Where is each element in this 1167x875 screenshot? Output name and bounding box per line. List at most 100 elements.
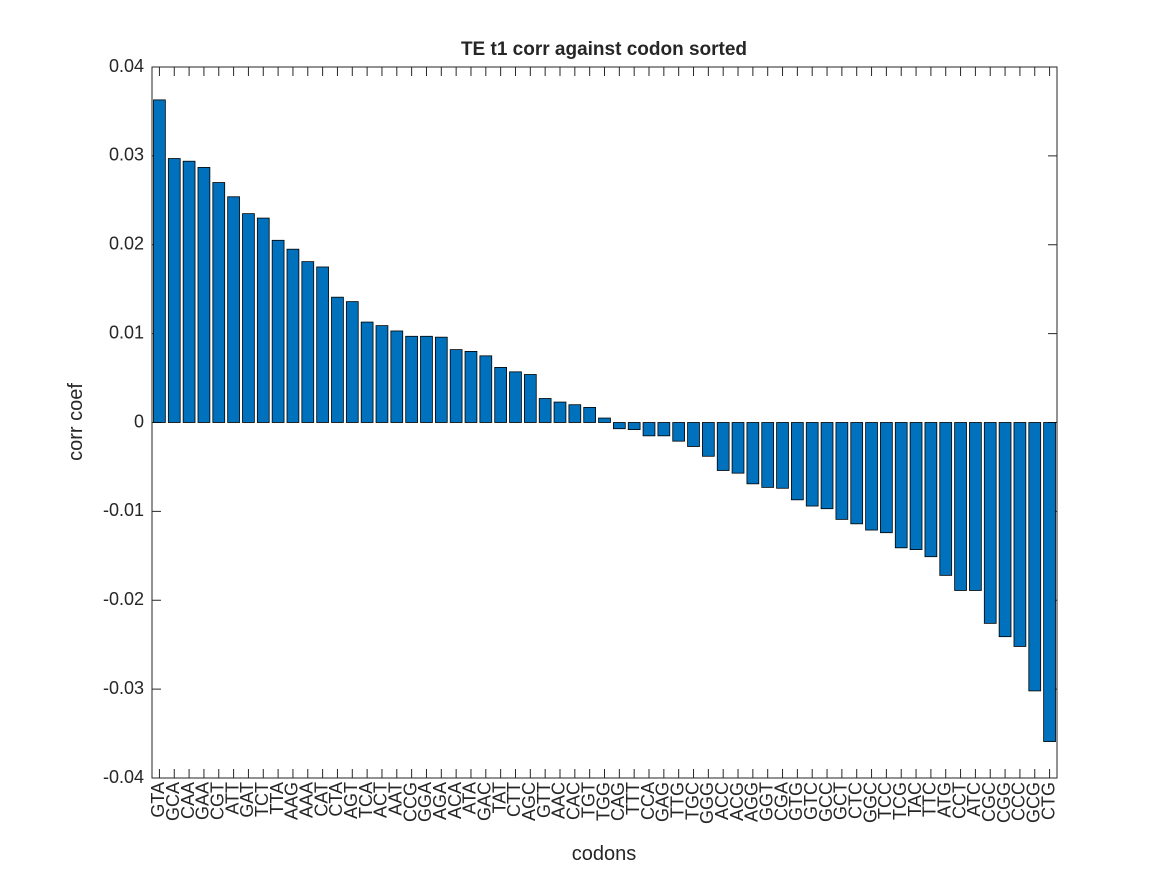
x-tick-label: GCG	[1023, 782, 1043, 823]
bar	[613, 422, 626, 430]
bar	[212, 182, 226, 423]
x-tick-label: GGA	[415, 782, 435, 822]
x-tick-label: TCT	[252, 782, 272, 817]
x-tick-label: ACT	[371, 782, 391, 818]
chart-title: TE t1 corr against codon sorted	[461, 39, 747, 60]
x-tick-label: GCA	[163, 782, 183, 821]
bar	[1043, 422, 1056, 742]
x-tick-label: CCT	[949, 782, 969, 819]
x-tick-label: AGT	[341, 782, 361, 819]
bar	[1028, 422, 1042, 692]
x-tick-label: GGT	[756, 782, 776, 821]
x-tick-label: AAC	[549, 782, 569, 819]
bar	[301, 261, 315, 423]
bar	[553, 401, 567, 423]
bar	[954, 422, 967, 591]
x-tick-label: AAT	[386, 782, 406, 816]
x-tick-label: GGG	[697, 782, 717, 824]
bar	[835, 422, 849, 520]
x-tick-label: GTC	[801, 782, 821, 820]
x-tick-label: TGT	[578, 782, 598, 818]
y-tick-label: 0.03	[109, 145, 144, 165]
x-tick-label: TGG	[593, 782, 613, 821]
x-tick-label: GTT	[534, 782, 554, 818]
bar	[687, 422, 700, 447]
bar	[672, 422, 686, 442]
y-tick-label: 0.01	[109, 322, 144, 342]
bar	[227, 196, 240, 423]
x-tick-label: TGC	[682, 782, 702, 820]
x-tick-label: ACG	[727, 782, 747, 821]
x-tick-label: TCA	[356, 782, 376, 818]
x-tick-label: ATA	[460, 782, 480, 814]
bar	[345, 301, 359, 423]
x-tick-label: AAA	[297, 782, 317, 818]
bar	[716, 422, 730, 471]
bar	[182, 160, 196, 423]
bar	[271, 239, 285, 423]
bar	[598, 417, 611, 423]
bar	[850, 422, 864, 525]
bar	[375, 325, 389, 423]
y-tick-label: -0.04	[103, 767, 144, 787]
plot-frame	[151, 66, 1058, 779]
y-tick-label: -0.02	[103, 589, 144, 609]
bar	[523, 374, 537, 423]
bar	[791, 422, 804, 501]
x-tick-label: TCG	[890, 782, 910, 820]
bar	[464, 350, 478, 423]
x-tick-label: GAA	[193, 782, 213, 820]
y-tick-label: -0.01	[103, 500, 144, 520]
bar	[761, 422, 775, 488]
bar	[286, 248, 300, 423]
x-tick-label: GAG	[653, 782, 673, 822]
bar	[390, 330, 404, 423]
bar	[627, 422, 641, 431]
x-tick-label: CAG	[608, 782, 628, 821]
bar	[805, 422, 819, 507]
bar	[924, 422, 938, 558]
x-tick-label: ATT	[222, 782, 242, 815]
y-tick-label: 0.04	[109, 56, 144, 76]
bar	[939, 422, 953, 576]
x-tick-label: TAC	[905, 782, 925, 817]
bar	[746, 422, 760, 485]
x-tick-label: ACC	[712, 782, 732, 820]
x-tick-label: AGC	[519, 782, 539, 821]
x-tick-label: CAA	[178, 782, 198, 819]
x-tick-label: AGA	[430, 782, 450, 820]
y-tick-label: 0.02	[109, 234, 144, 254]
bar	[642, 422, 656, 437]
x-tick-label: TTC	[920, 782, 940, 817]
x-tick-label: CGG	[994, 782, 1014, 823]
bar	[360, 321, 374, 423]
x-tick-label: ACA	[445, 782, 465, 819]
bar	[983, 422, 997, 624]
x-tick-label: AAG	[282, 782, 302, 820]
bar	[657, 422, 671, 437]
bar	[880, 422, 893, 534]
bar	[420, 335, 433, 423]
x-axis-label: codons	[572, 843, 637, 865]
bar	[494, 366, 507, 423]
bar	[909, 422, 923, 550]
bar	[405, 335, 418, 423]
bar	[865, 422, 878, 531]
x-tick-label: TTG	[667, 782, 687, 818]
bar	[509, 371, 522, 423]
x-tick-label: TAT	[489, 782, 509, 813]
bar	[242, 213, 255, 423]
bar	[776, 422, 789, 489]
x-tick-label: CTA	[326, 782, 346, 817]
x-tick-label: GTG	[786, 782, 806, 821]
x-tick-label: CCA	[638, 782, 658, 820]
bar	[479, 355, 493, 423]
y-tick-label: -0.03	[103, 678, 144, 698]
bar	[702, 422, 715, 457]
bar	[998, 422, 1012, 638]
bar	[331, 296, 344, 423]
bar	[167, 158, 181, 423]
bar	[583, 406, 596, 423]
